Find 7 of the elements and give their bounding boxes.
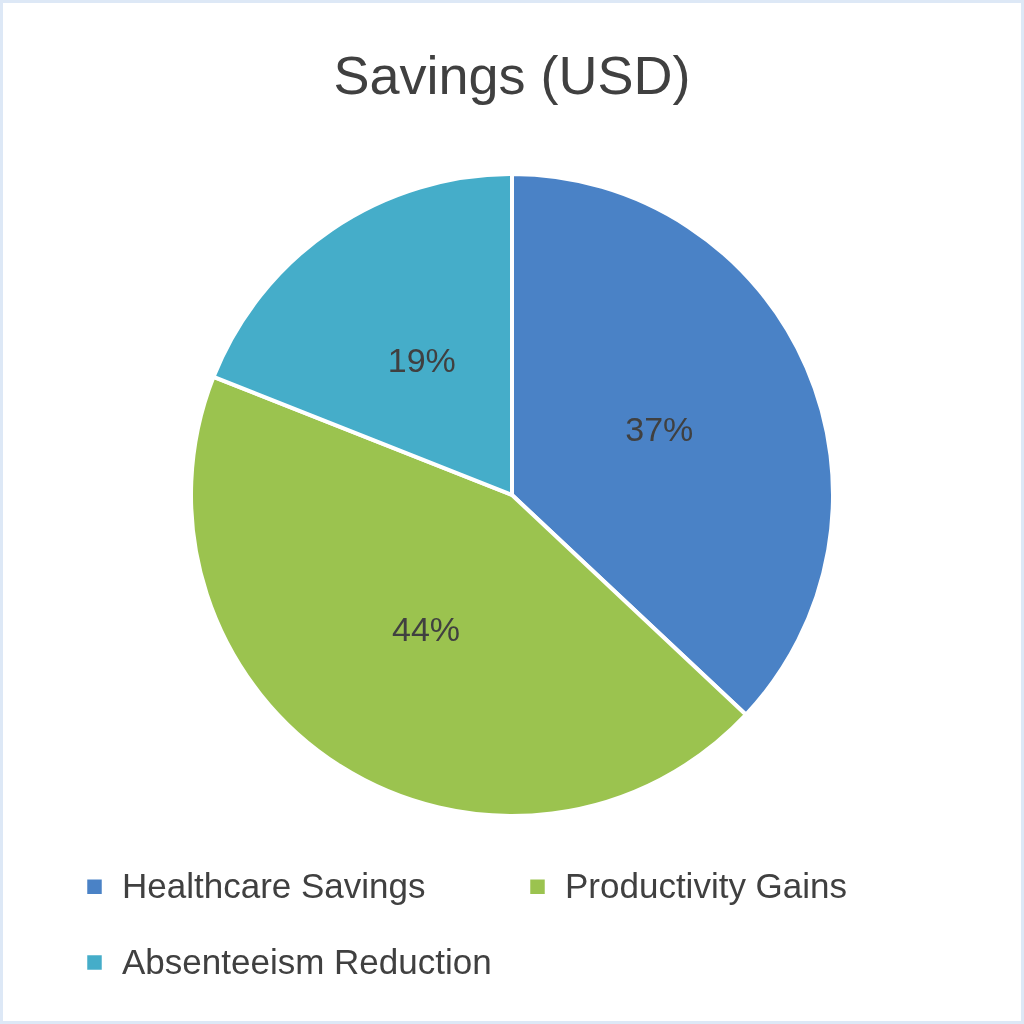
data-label: 37%	[625, 410, 694, 449]
data-label: 44%	[391, 609, 461, 648]
legend-label: Productivity Gains	[565, 865, 848, 905]
legend-label: Absenteeism Reduction	[122, 941, 492, 981]
chart-title: Savings (USD)	[333, 45, 691, 105]
legend-label: Healthcare Savings	[122, 865, 426, 905]
data-label: 19%	[387, 341, 456, 380]
